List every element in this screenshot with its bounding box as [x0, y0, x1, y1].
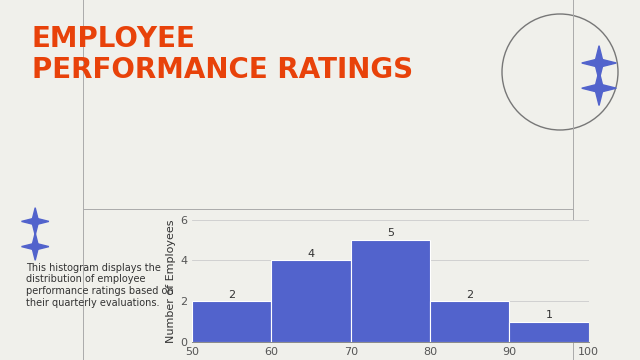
- Text: 2: 2: [466, 289, 474, 300]
- Y-axis label: Number of Employees: Number of Employees: [166, 219, 176, 343]
- Polygon shape: [595, 71, 604, 105]
- Bar: [430, 301, 509, 342]
- Text: 1: 1: [546, 310, 552, 320]
- Text: 5: 5: [387, 228, 394, 238]
- Polygon shape: [32, 208, 38, 235]
- Text: EMPLOYEE
PERFORMANCE RATINGS: EMPLOYEE PERFORMANCE RATINGS: [32, 25, 413, 85]
- Polygon shape: [22, 218, 49, 225]
- Polygon shape: [595, 46, 604, 80]
- Text: 2: 2: [228, 289, 236, 300]
- Bar: [509, 321, 589, 342]
- Bar: [192, 301, 271, 342]
- Polygon shape: [32, 233, 38, 260]
- Bar: [351, 240, 430, 342]
- Polygon shape: [582, 84, 616, 93]
- Polygon shape: [582, 59, 616, 67]
- Polygon shape: [22, 243, 49, 250]
- Bar: [271, 260, 351, 342]
- Text: This histogram displays the
distribution of employee
performance ratings based o: This histogram displays the distribution…: [26, 263, 173, 307]
- Text: 4: 4: [307, 249, 315, 259]
